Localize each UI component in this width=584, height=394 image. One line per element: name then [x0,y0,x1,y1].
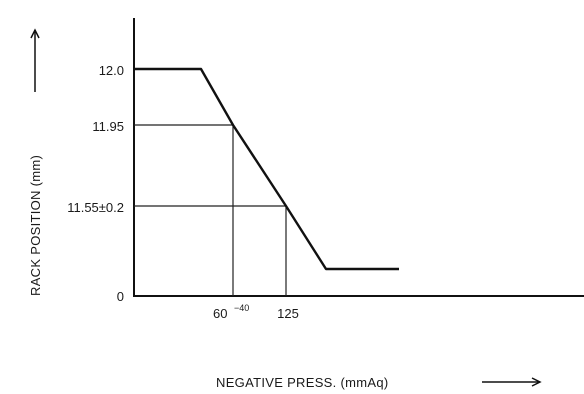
x-tick-label-60: 60 [213,306,227,321]
x-tick-label-125: 125 [277,306,299,321]
y-axis-title: RACK POSITION (mm) [28,155,43,296]
x-tick-superscript-60: −40 [234,303,249,313]
y-axis-arrow-icon [30,28,40,92]
x-axis-arrow-icon [482,377,542,387]
y-tick-label-12-0: 12.0 [99,63,124,78]
y-tick-label-11-55: 11.55±0.2 [67,200,124,215]
y-tick-label-0: 0 [117,289,124,304]
x-axis-title: NEGATIVE PRESS. (mmAq) [216,375,389,390]
series-rack-position-line [134,67,399,271]
y-tick-label-11-95: 11.95 [92,119,124,134]
